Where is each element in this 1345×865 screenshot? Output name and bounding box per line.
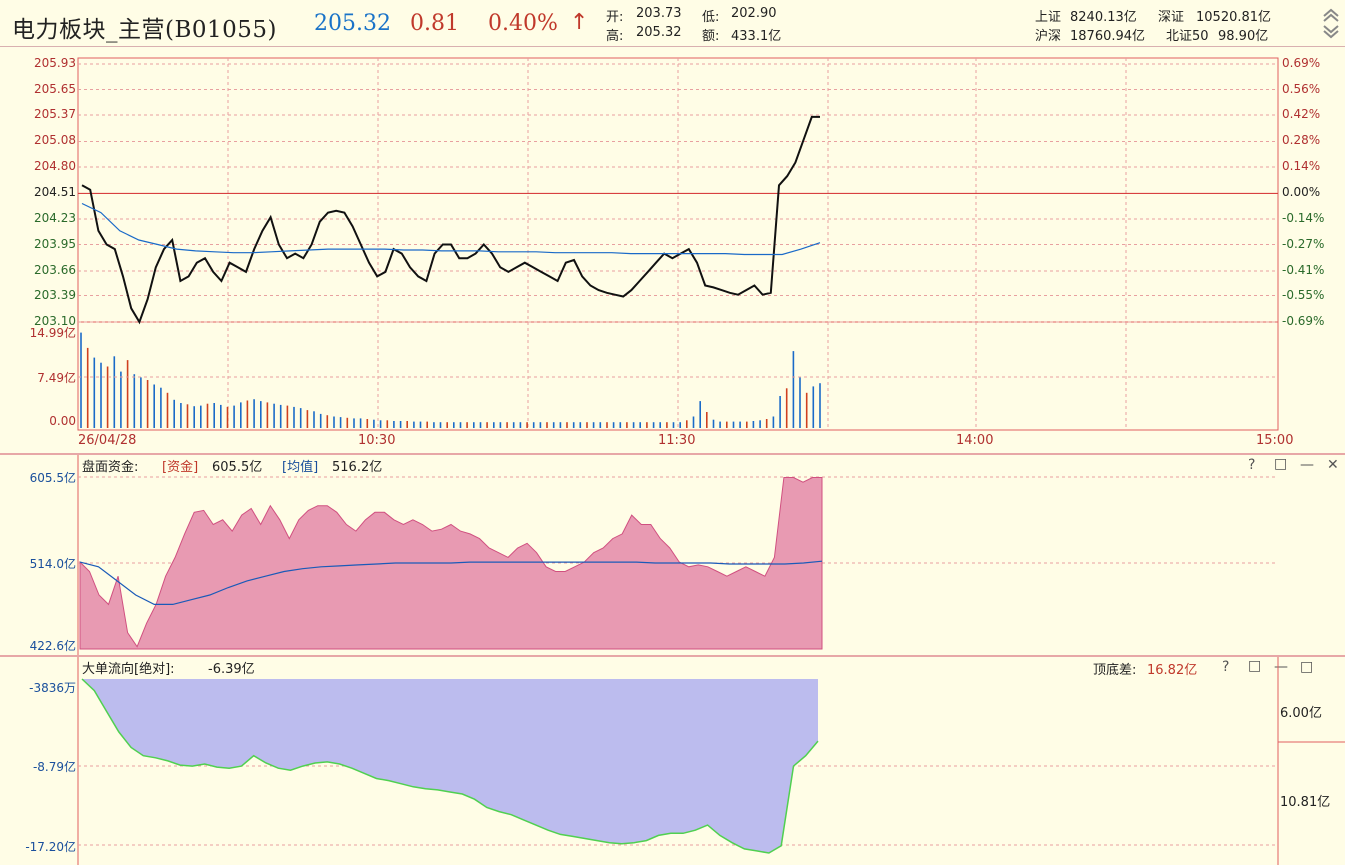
price-tick-label: 204.80	[34, 159, 76, 174]
sh-label: 上证	[1035, 10, 1062, 25]
price-tick-label: 205.65	[34, 81, 76, 96]
pct-tick-label: -0.69%	[1282, 314, 1325, 328]
sector-title: 电力板块_主营(B01055)	[12, 17, 278, 43]
current-price: 205.32	[314, 11, 391, 36]
price-volume-chart[interactable]	[0, 0, 1345, 455]
fund-avg-line	[79, 560, 823, 605]
bz-label: 北证50	[1166, 29, 1209, 44]
time-tick-label: 26/04/28	[78, 433, 137, 448]
low-value: 202.90	[731, 6, 777, 21]
price-tick-label: 203.66	[34, 262, 76, 277]
fund-panel-label: 盘面资金:	[82, 460, 139, 475]
pct-tick-label: -0.41%	[1282, 262, 1325, 277]
price-change: 0.81	[410, 11, 459, 36]
diff-label: 顶底差:	[1093, 663, 1137, 678]
sz-value: 10520.81亿	[1196, 10, 1272, 25]
big-order-value: -6.39亿	[208, 662, 255, 677]
big-order-line	[81, 678, 819, 854]
fund-chart[interactable]	[0, 455, 1345, 655]
time-tick-label: 10:30	[358, 433, 396, 448]
big-order-right-tick-label: 6.00亿	[1280, 706, 1322, 721]
pct-tick-label: 0.56%	[1282, 81, 1321, 96]
pct-tick-label: -0.14%	[1282, 210, 1325, 225]
price-change-pct: 0.40%	[488, 11, 558, 36]
sz-label: 深证	[1158, 10, 1185, 25]
amount-value: 433.1亿	[731, 29, 782, 44]
restore-button-2[interactable]: □	[1248, 658, 1262, 674]
price-tick-label: 203.39	[34, 287, 76, 302]
pct-tick-label: 0.14%	[1282, 159, 1321, 174]
help-button[interactable]: ?	[1248, 457, 1256, 473]
hs-value: 18760.94亿	[1070, 29, 1146, 44]
pct-tick-label: 0.28%	[1282, 133, 1321, 148]
big-order-chart[interactable]	[0, 657, 1345, 865]
fund-legend-value: 605.5亿	[212, 460, 263, 475]
time-tick-label: 14:00	[956, 433, 994, 448]
pct-tick-label: 0.00%	[1282, 185, 1321, 200]
pct-tick-label: -0.27%	[1282, 236, 1325, 251]
help-button-2[interactable]: ?	[1222, 659, 1230, 675]
price-tick-label: 205.37	[34, 107, 76, 122]
big-order-right-tick-label: 10.81亿	[1280, 795, 1331, 810]
volume-tick-label: 0.00	[49, 414, 76, 428]
volume-tick-label: 7.49亿	[37, 371, 76, 385]
restore-button[interactable]: □	[1274, 456, 1288, 472]
pct-tick-label: 0.69%	[1282, 56, 1321, 70]
minimize-button[interactable]: —	[1300, 457, 1314, 473]
price-tick-label: 203.10	[34, 314, 76, 328]
price-tick-label: 205.08	[34, 133, 76, 148]
fund-tick-label: 605.5亿	[29, 471, 76, 485]
time-tick-label: 11:30	[658, 433, 696, 448]
up-arrow-icon: ↑	[570, 10, 589, 35]
big-order-tick-label: -17.20亿	[25, 840, 76, 854]
resize-button-2[interactable]: □	[1300, 659, 1314, 675]
price-line	[81, 115, 820, 325]
big-order-area	[82, 679, 818, 853]
bz-value: 98.90亿	[1218, 29, 1269, 44]
open-label: 开:	[606, 10, 624, 25]
close-button[interactable]: ✕	[1327, 457, 1339, 473]
amount-label: 额:	[702, 29, 720, 44]
price-tick-label: 204.23	[34, 210, 76, 225]
price-tick-label: 204.51	[34, 185, 76, 200]
fund-tick-label: 514.0亿	[29, 557, 76, 572]
big-order-tick-label: -3836万	[29, 681, 76, 695]
scroll-toggle-icon[interactable]	[1320, 4, 1342, 40]
avg-legend-label: [均值]	[282, 460, 319, 475]
high-value: 205.32	[636, 25, 682, 40]
big-order-label: 大单流向[绝对]:	[82, 662, 175, 677]
pct-tick-label: 0.42%	[1282, 107, 1321, 122]
volume-tick-label: 14.99亿	[29, 326, 76, 340]
avg-price-line	[81, 202, 821, 256]
fund-legend-label: [资金]	[162, 460, 199, 475]
high-label: 高:	[606, 29, 624, 44]
avg-legend-value: 516.2亿	[332, 460, 383, 475]
low-label: 低:	[702, 10, 720, 25]
price-tick-label: 203.95	[34, 236, 76, 251]
hs-label: 沪深	[1035, 29, 1062, 44]
fund-tick-label: 422.6亿	[29, 639, 76, 653]
price-tick-label: 205.93	[34, 56, 76, 70]
sh-value: 8240.13亿	[1070, 10, 1137, 25]
pct-tick-label: -0.55%	[1282, 287, 1325, 302]
diff-value: 16.82亿	[1147, 663, 1198, 678]
big-order-tick-label: -8.79亿	[32, 759, 76, 774]
open-value: 203.73	[636, 6, 682, 21]
time-tick-label: 15:00	[1256, 433, 1294, 448]
